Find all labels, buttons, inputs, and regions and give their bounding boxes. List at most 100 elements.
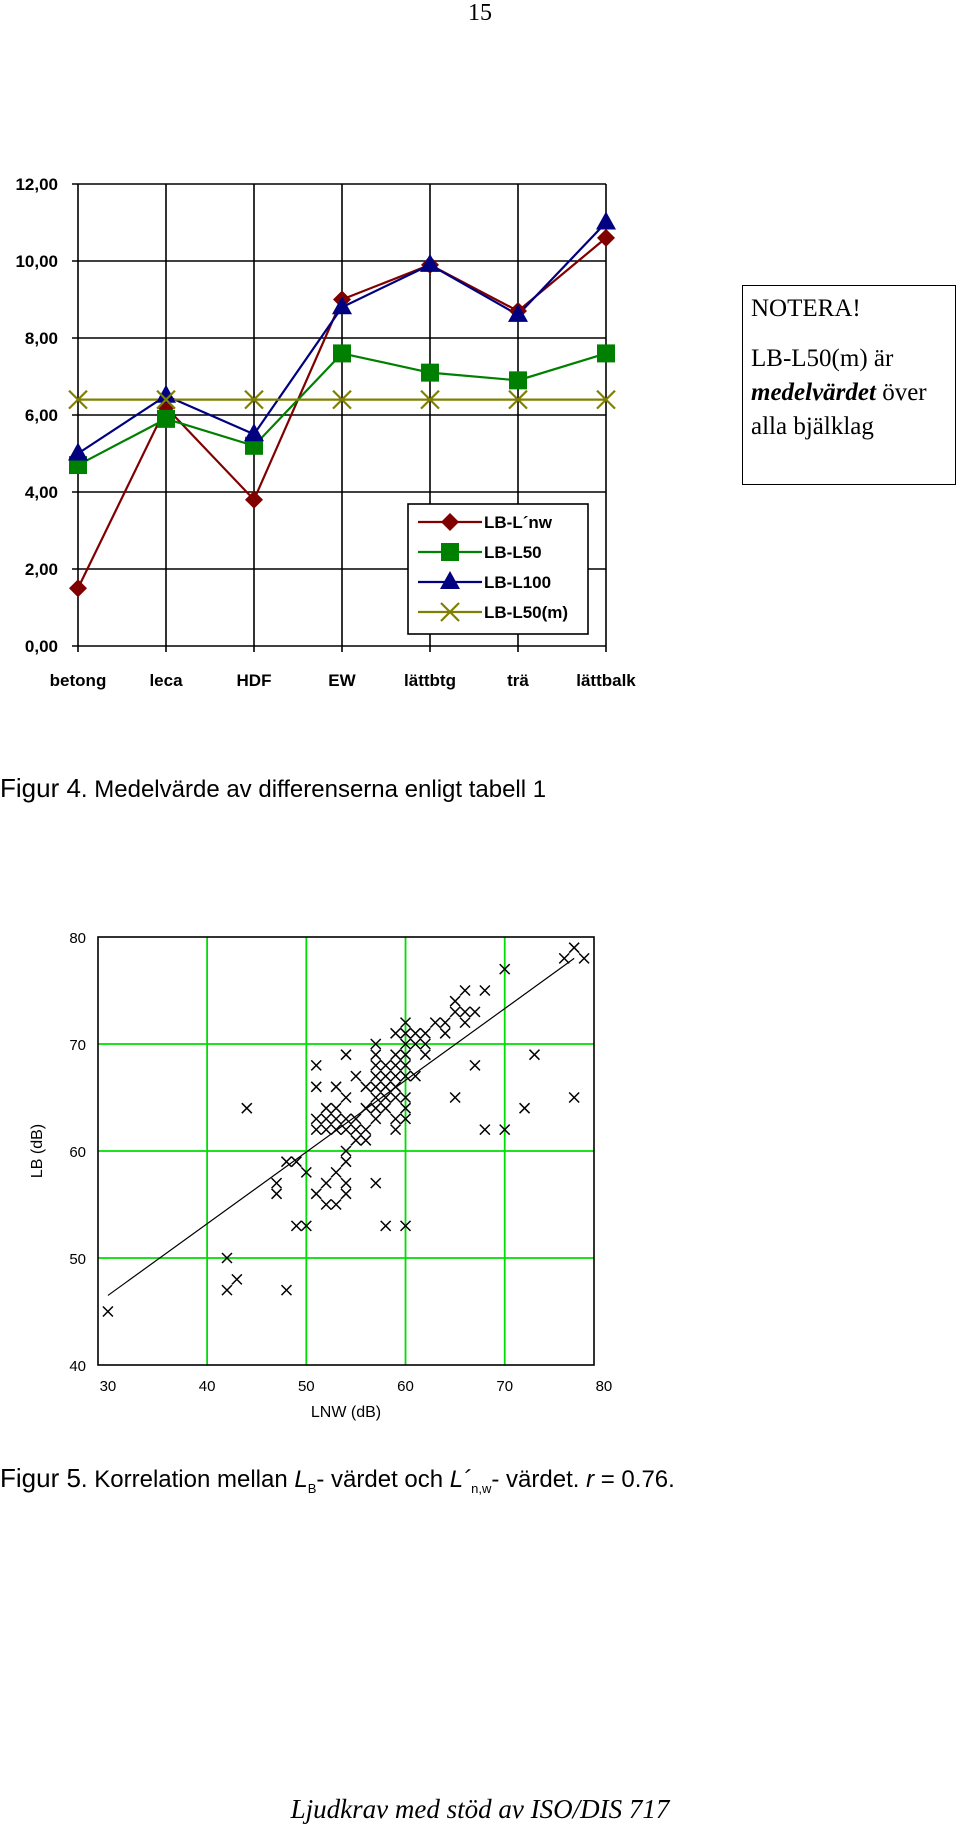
data-point [499, 963, 511, 975]
note-line2: över [875, 379, 927, 406]
figure-5-text-2: - värdet och [316, 1466, 450, 1493]
data-point [519, 1102, 531, 1114]
y-axis-label: LB (dB) [29, 1124, 46, 1178]
data-point [429, 1017, 441, 1029]
data-point [390, 1027, 402, 1039]
r-symbol: r [586, 1466, 595, 1493]
x-tick-label: HDF [237, 671, 272, 690]
data-point [102, 1305, 114, 1318]
data-point [320, 1113, 332, 1125]
data-point [370, 1070, 382, 1082]
ln-symbol: L´ [449, 1466, 472, 1493]
y-tick-label: 80 [69, 930, 86, 947]
lb-symbol: L [294, 1466, 308, 1493]
legend-entry: LB-L´nw [484, 513, 553, 532]
data-point [419, 1038, 431, 1050]
data-point [360, 1081, 372, 1093]
data-point [245, 490, 263, 509]
data-point [380, 1091, 392, 1104]
data-point [409, 1027, 421, 1039]
data-point [439, 1027, 451, 1039]
legend-entry: LB-L50 [484, 543, 542, 562]
note-line1: LB-L50(m) är [751, 345, 894, 372]
data-point [399, 1070, 412, 1082]
data-point [370, 1177, 382, 1189]
x-tick-label: 60 [397, 1378, 414, 1395]
figure-5-caption: Figur 5. Korrelation mellan LB- värdet o… [0, 1463, 675, 1496]
figure-4-caption: Figur 4. Medelvärde av differenserna enl… [0, 773, 546, 804]
data-point [245, 436, 263, 455]
data-point [360, 1134, 372, 1146]
y-tick-label: 2,00 [25, 560, 58, 579]
data-point [157, 409, 175, 428]
data-point [469, 1059, 481, 1071]
data-point [449, 1006, 461, 1018]
ln-subscript: n,w [471, 1480, 492, 1496]
data-point [370, 1049, 382, 1061]
y-tick-label: 70 [69, 1037, 86, 1054]
data-point [459, 1017, 471, 1029]
data-point [340, 1049, 352, 1061]
data-point [300, 1220, 312, 1232]
x-tick-label: 80 [596, 1378, 613, 1395]
line-chart: 0,00 2,00 4,00 6,00 8,00 10,00 12,00 betong lec… [15, 175, 636, 690]
data-point [399, 1113, 412, 1125]
data-point [290, 1220, 302, 1232]
data-point [578, 952, 590, 964]
data-point [399, 1091, 412, 1104]
data-point [479, 984, 491, 997]
data-point [340, 1091, 352, 1104]
data-point [330, 1166, 342, 1178]
data-point [596, 389, 616, 410]
figure-4-label: Figur 4 [0, 773, 81, 803]
data-point [231, 1273, 243, 1285]
data-point [508, 389, 528, 410]
data-point [409, 1038, 421, 1050]
data-point [244, 423, 264, 442]
page-footer: Ljudkrav med stöd av ISO/DIS 717 [290, 1794, 670, 1824]
data-point [333, 344, 351, 363]
legend-marker [440, 602, 460, 622]
x-tick-label: 70 [496, 1378, 513, 1395]
data-point [360, 1124, 372, 1136]
data-point [280, 1284, 293, 1296]
x-tick-label: trä [507, 671, 529, 690]
x-tick-label: lättbtg [404, 671, 456, 690]
data-point [69, 456, 87, 475]
data-point [310, 1188, 322, 1200]
data-point [69, 579, 87, 598]
data-point [409, 1070, 421, 1082]
data-point [221, 1284, 233, 1296]
data-point [568, 942, 580, 954]
legend-entry: LB-L100 [484, 573, 551, 592]
data-point [350, 1134, 362, 1146]
figure-5-text-1: . Korrelation mellan [80, 1466, 295, 1493]
data-point [390, 1113, 402, 1125]
data-point [271, 1188, 283, 1200]
data-point [221, 1252, 233, 1264]
y-tick-label: 4,00 [25, 483, 58, 502]
data-point [419, 1027, 431, 1039]
x-tick-label: 40 [199, 1378, 216, 1395]
data-point [399, 1102, 412, 1114]
data-point [509, 371, 527, 390]
data-point [350, 1124, 362, 1136]
data-point [439, 1017, 451, 1029]
data-point [300, 1166, 312, 1178]
data-point [499, 1124, 511, 1136]
data-point [340, 1156, 352, 1168]
data-point [420, 389, 440, 410]
data-point [449, 1091, 461, 1104]
y-tick-label: 12,00 [15, 175, 58, 194]
data-point [320, 1102, 332, 1114]
note-line3: alla bjälklag [751, 413, 874, 440]
data-point [380, 1059, 392, 1071]
data-point [469, 1006, 481, 1018]
y-tick-label: 60 [69, 1144, 86, 1161]
data-point [528, 1049, 541, 1061]
data-point [310, 1081, 322, 1093]
data-point [310, 1059, 322, 1071]
data-point [350, 1113, 362, 1125]
data-point [370, 1059, 382, 1071]
page-number: 15 [468, 0, 492, 26]
